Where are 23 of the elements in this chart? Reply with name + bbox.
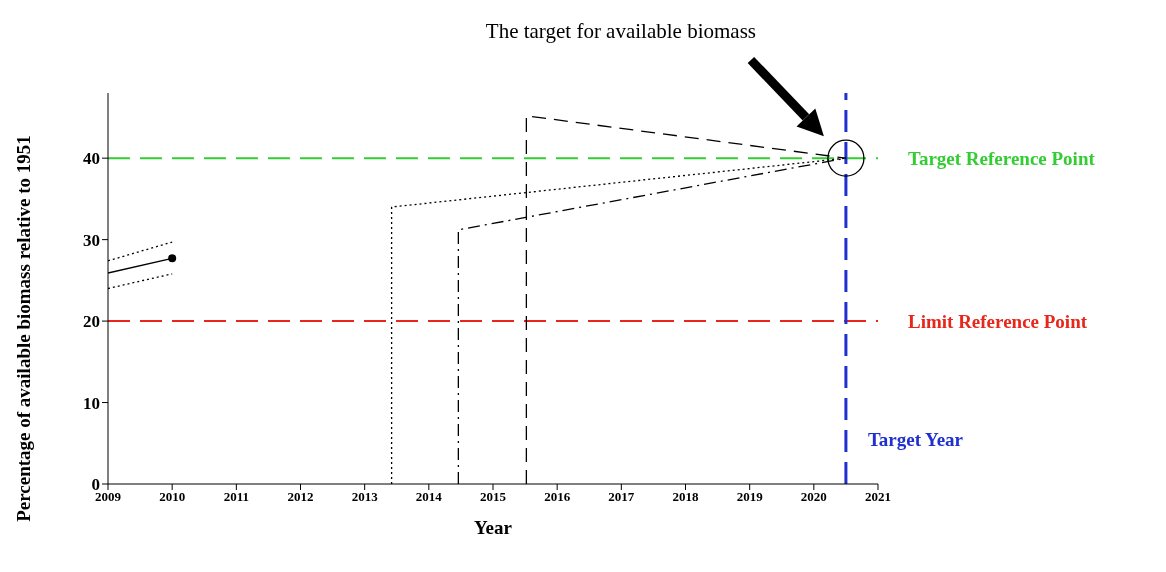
x-tick-label: 2019 (736, 489, 764, 505)
y-tick-label: 10 (83, 393, 100, 413)
x-tick-label: 2010 (159, 489, 186, 505)
text: The target for available biomass (485, 19, 757, 43)
x-tick-label: 2016 (544, 489, 571, 505)
x-tick-label: 2009 (95, 489, 122, 505)
y-axis-title: Percentage of available biomass relative to 1951 (13, 135, 34, 522)
x-tick-label: 2015 (480, 489, 507, 505)
y-tick-label: 30 (83, 230, 100, 250)
x-tick-label: 2014 (415, 489, 443, 505)
x-axis-title: Year (474, 517, 513, 538)
x-tick-label: 2013 (351, 489, 379, 505)
x-tick-label: 2011 (223, 489, 249, 505)
x-tick-label: 2020 (800, 489, 827, 505)
x-tick-label: 2021 (865, 489, 891, 505)
ref-line-label: Target Reference Point (908, 147, 1096, 169)
x-tick-label: 2012 (287, 489, 314, 505)
y-tick-label: 40 (83, 149, 100, 169)
y-tick-label: 20 (83, 312, 100, 332)
ref-line-label: Target Year (867, 429, 964, 450)
x-tick-label: 2017 (608, 489, 635, 505)
x-tick-label: 2018 (672, 489, 699, 505)
ref-line-label: Limit Reference Point (908, 310, 1088, 332)
